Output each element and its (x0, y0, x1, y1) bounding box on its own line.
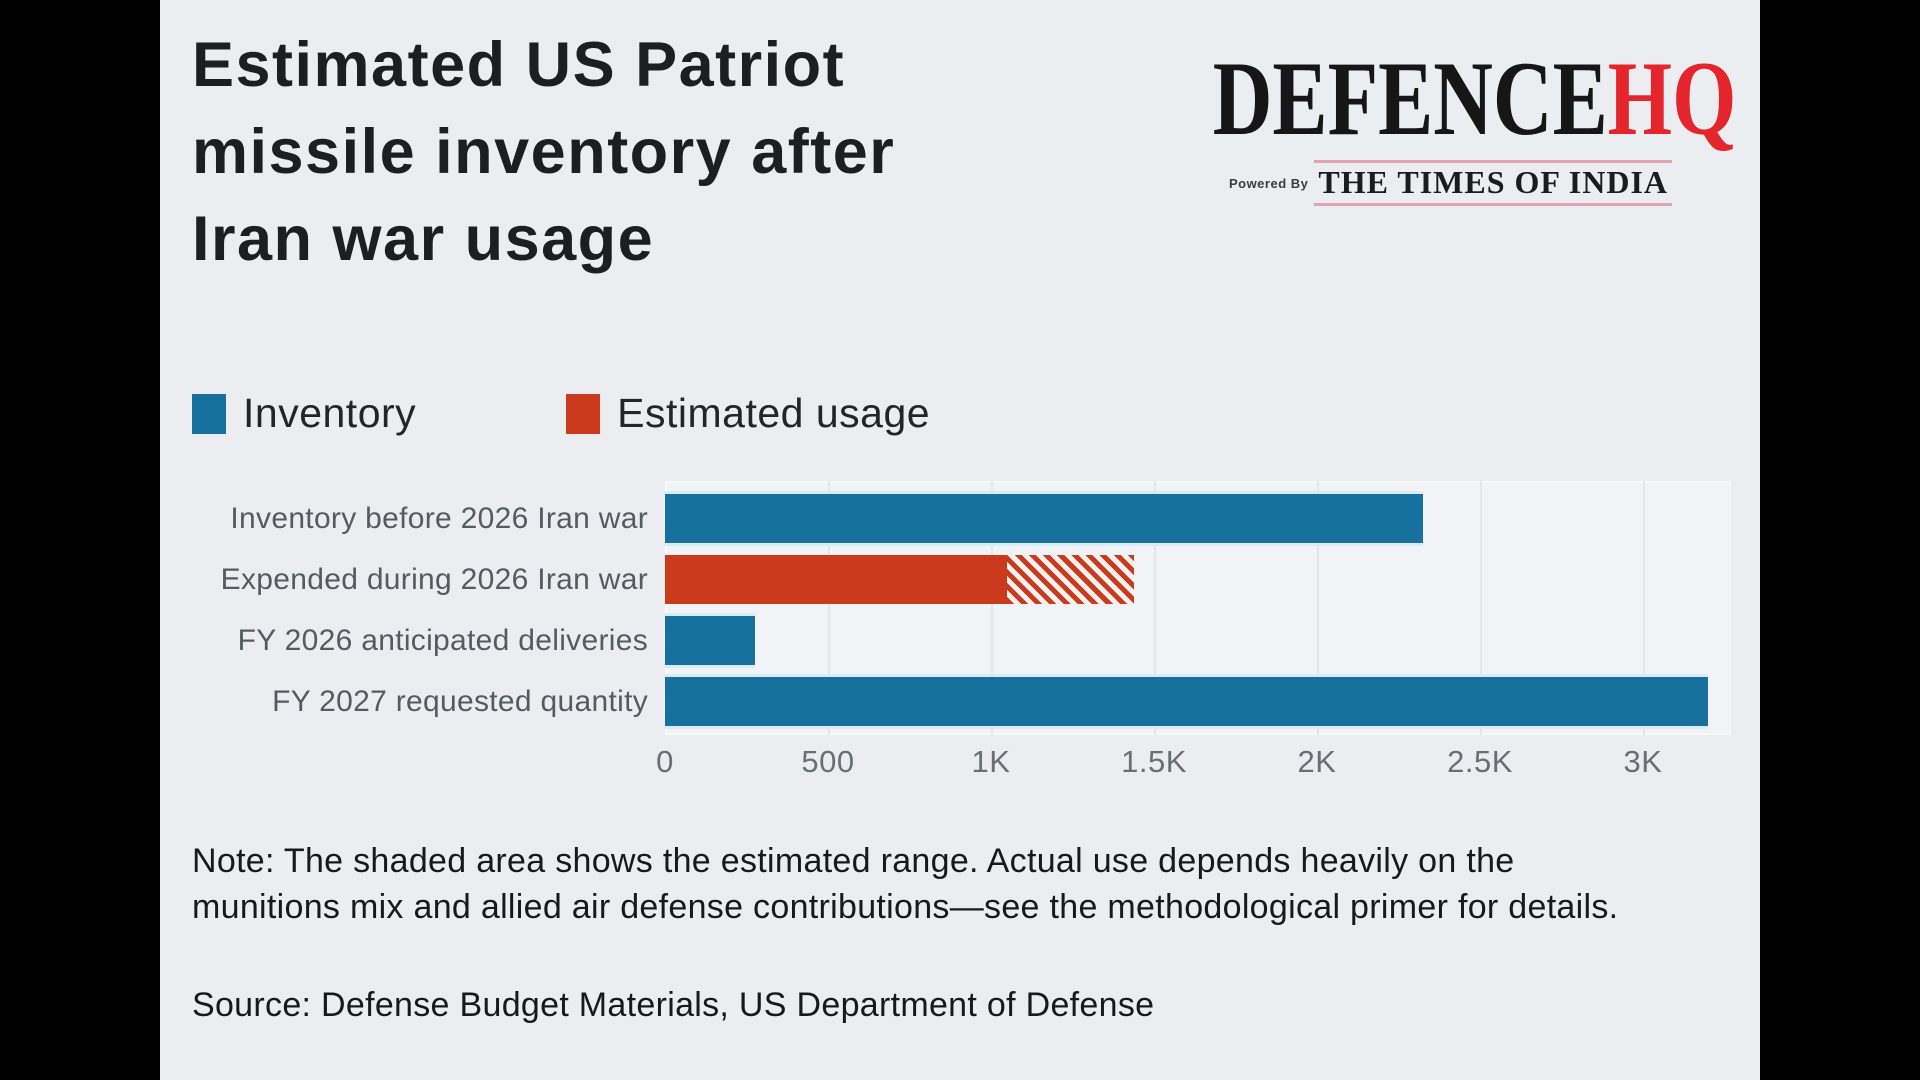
category-label: FY 2026 anticipated deliveries (237, 624, 648, 657)
x-axis-tick-label: 500 (801, 744, 855, 779)
gridline (1480, 481, 1482, 735)
logo-defence-text: DEFENCE (1212, 40, 1608, 157)
x-axis-tick-label: 0 (656, 744, 674, 779)
inventory-bar (665, 616, 755, 665)
legend-item-inventory: Inventory (192, 390, 416, 437)
powered-by-label: Powered By (1228, 175, 1309, 191)
gridline (1643, 481, 1645, 735)
gridline (991, 481, 993, 735)
chart-title: Estimated US Patriot missile inventory a… (192, 22, 1152, 283)
legend-item-estimated-usage: Estimated usage (566, 390, 930, 437)
infographic-card: Estimated US Patriot missile inventory a… (160, 0, 1760, 1080)
source-line: Source: Defense Budget Materials, US Dep… (192, 986, 1155, 1024)
gridline (1317, 481, 1319, 735)
category-label: FY 2027 requested quantity (272, 685, 648, 718)
x-axis-tick-label: 1K (971, 744, 1011, 779)
legend-swatch-estimated-usage (566, 393, 601, 434)
defencehq-wordmark: DEFENCEHQ (1212, 46, 1736, 152)
x-axis-tick-label: 3K (1623, 744, 1663, 779)
x-axis-tick-label: 1.5K (1121, 744, 1187, 779)
times-of-india-wordmark: THE TIMES OF INDIA (1314, 160, 1672, 206)
legend: Inventory Estimated usage (192, 390, 930, 437)
inventory-bar (665, 677, 1708, 726)
gridline (1154, 481, 1156, 735)
legend-label-estimated-usage: Estimated usage (617, 390, 931, 436)
x-axis-tick-label: 2K (1297, 744, 1337, 779)
bar-chart: Inventory before 2026 Iran war Expended d… (160, 0, 1760, 800)
estimated-usage-bar (665, 555, 1007, 604)
chart-title-line-2: missile inventory after (192, 117, 896, 187)
gridline (828, 481, 830, 735)
legend-label-inventory: Inventory (243, 390, 417, 436)
chart-title-line-1: Estimated US Patriot (192, 30, 846, 100)
inventory-bar (665, 494, 1423, 543)
category-label: Expended during 2026 Iran war (220, 563, 648, 596)
times-of-india-tagline: Powered By THE TIMES OF INDIA (1229, 160, 1736, 206)
logo-hq-text: HQ (1607, 40, 1736, 157)
defencehq-logo: DEFENCEHQ Powered By THE TIMES OF INDIA (1065, 46, 1736, 206)
category-label: Inventory before 2026 Iran war (230, 502, 648, 535)
footnote: Note: The shaded area shows the estimate… (192, 842, 1619, 926)
chart-title-line-3: Iran war usage (192, 204, 655, 274)
legend-swatch-inventory (192, 393, 226, 434)
x-axis-tick-label: 2.5K (1447, 744, 1513, 779)
estimated-range-hatch (1007, 555, 1134, 604)
